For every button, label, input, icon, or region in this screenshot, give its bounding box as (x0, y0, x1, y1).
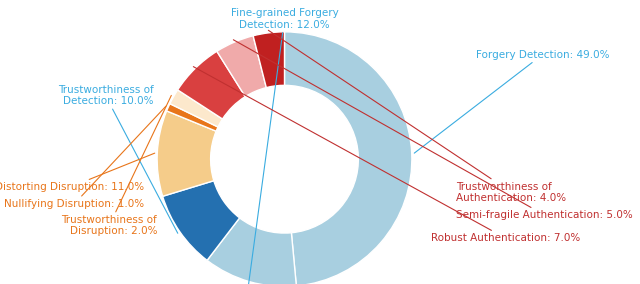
Wedge shape (253, 32, 285, 87)
Text: Distorting Disruption: 11.0%: Distorting Disruption: 11.0% (0, 153, 155, 192)
Wedge shape (217, 36, 266, 97)
Wedge shape (157, 111, 216, 196)
Text: Forgery Detection: 49.0%: Forgery Detection: 49.0% (414, 50, 609, 153)
Text: Nullifying Disruption: 1.0%: Nullifying Disruption: 1.0% (4, 106, 166, 209)
Wedge shape (166, 104, 218, 131)
Wedge shape (285, 32, 412, 284)
Text: Fine-grained Forgery
Detection: 12.0%: Fine-grained Forgery Detection: 12.0% (230, 8, 339, 284)
Text: Robust Authentication: 7.0%: Robust Authentication: 7.0% (193, 67, 580, 243)
Text: Trustworthiness of
Authentication: 4.0%: Trustworthiness of Authentication: 4.0% (268, 30, 566, 203)
Text: Trustworthiness of
Disruption: 2.0%: Trustworthiness of Disruption: 2.0% (61, 95, 172, 236)
Text: Trustworthiness of
Detection: 10.0%: Trustworthiness of Detection: 10.0% (58, 85, 178, 233)
Wedge shape (163, 181, 239, 260)
Wedge shape (207, 218, 296, 284)
Wedge shape (178, 51, 245, 119)
Text: Semi-fragile Authentication: 5.0%: Semi-fragile Authentication: 5.0% (234, 40, 633, 220)
Wedge shape (170, 90, 223, 127)
